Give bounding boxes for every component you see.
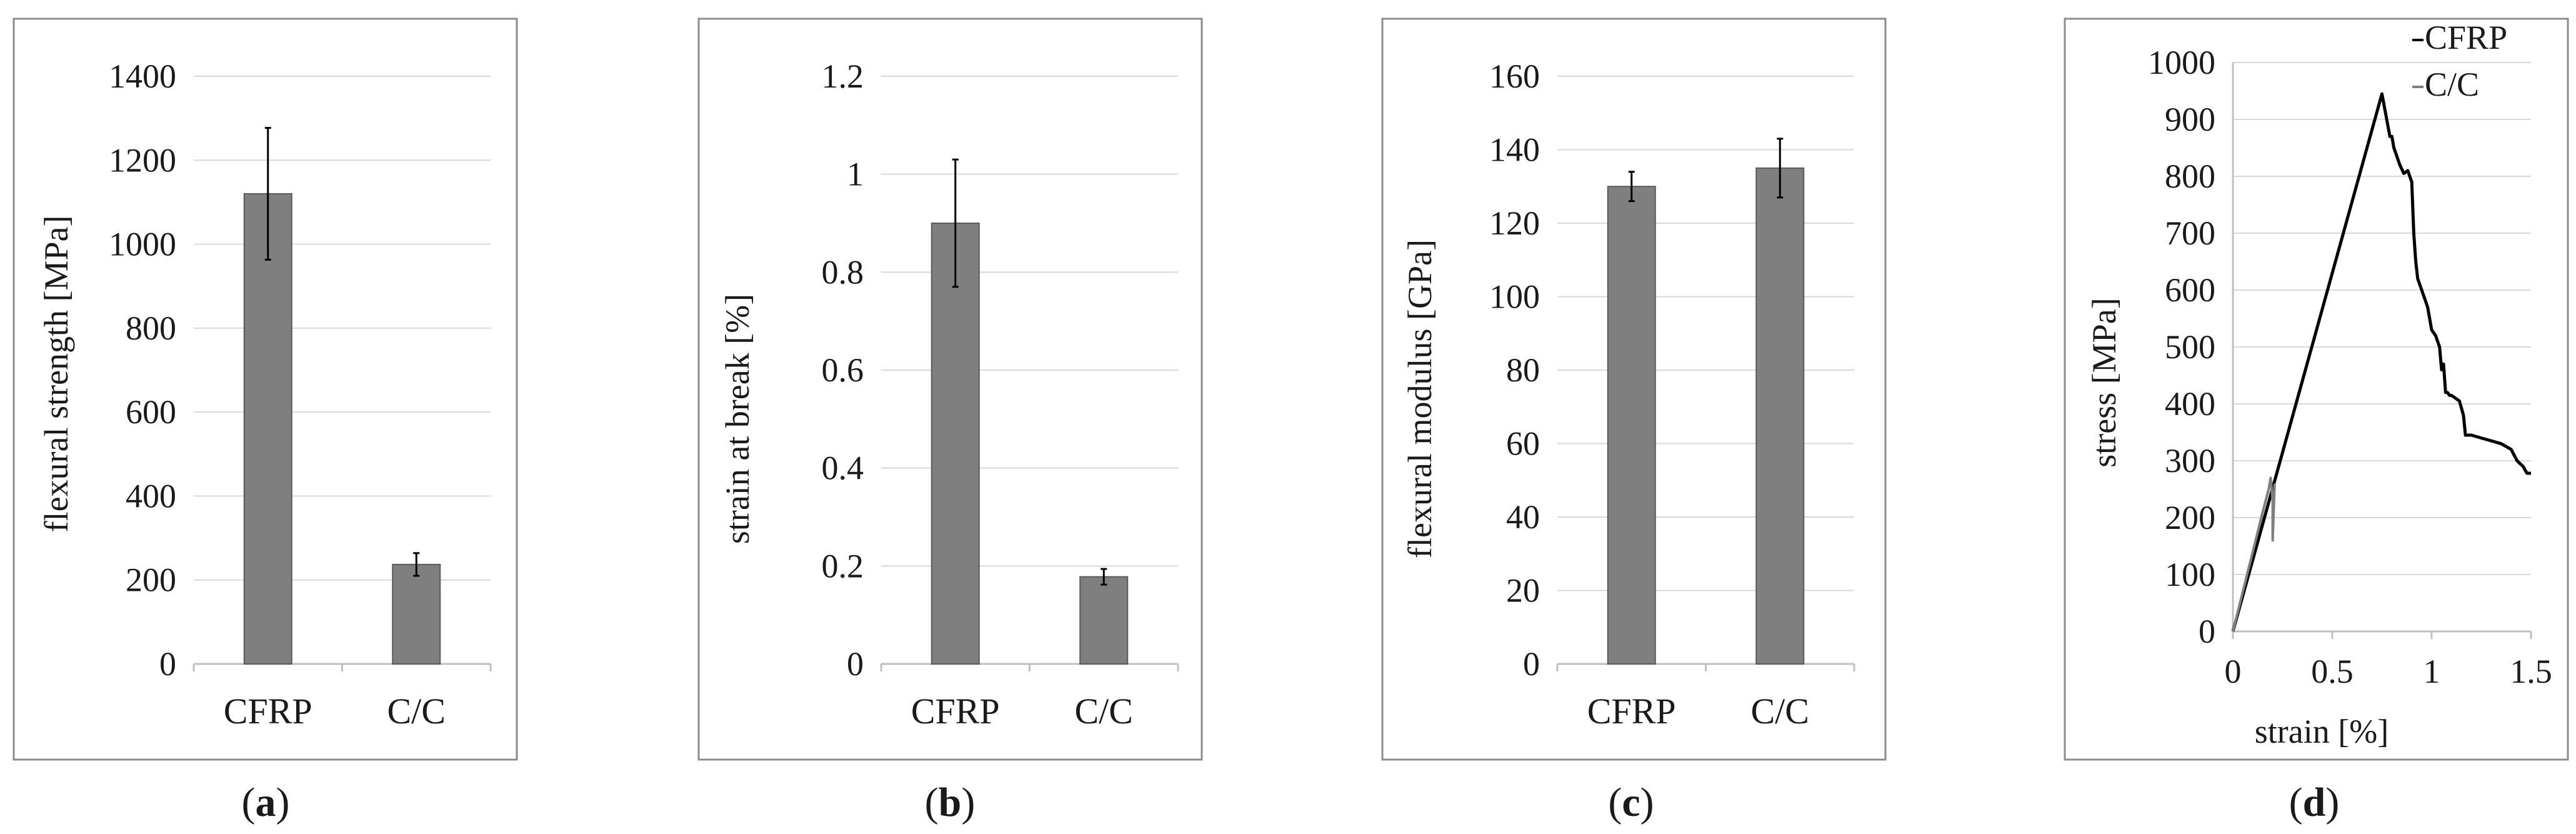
panel-a-y-axis-title: flexural strength [MPa] xyxy=(37,216,75,533)
panel-d-y-axis-title: stress [MPa] xyxy=(2085,298,2123,467)
panel-d-y-tick-label: 200 xyxy=(2165,499,2215,536)
panel-c-y-tick-label: 80 xyxy=(1506,351,1540,389)
panel-c-y-tick-label: 20 xyxy=(1506,572,1540,610)
panel-b-y-tick-label: 0 xyxy=(847,645,864,683)
panel-d-stress-strain: 0 100 200 300 400 500 600 700 800 900 1000 0 0.5 1 1.… xyxy=(2064,18,2569,825)
panel-d-x-tick-label: 1.5 xyxy=(2510,653,2552,690)
panel-c-category-labels: CFRP C/C xyxy=(1587,691,1809,731)
panel-b-y-tick-label: 0.8 xyxy=(822,253,864,291)
panel-d-y-tick-label: 400 xyxy=(2165,385,2215,423)
panel-c-y-axis-title: flexural modulus [GPa] xyxy=(1401,239,1439,558)
panel-b-y-tick-label: 0.4 xyxy=(822,450,864,487)
panel-d-label: (d) xyxy=(2289,780,2340,825)
panel-b-y-tick-labels: 0 0.2 0.4 0.6 0.8 1 1.2 xyxy=(822,58,864,683)
panel-a-bar-cfrp xyxy=(243,193,292,665)
panel-d-letter: d xyxy=(2303,780,2326,825)
panel-b-category-label: CFRP xyxy=(911,691,1000,731)
panel-a-flexural-strength: 0 200 400 600 800 1000 1200 1400 CFRP C/C flexur… xyxy=(12,18,518,825)
panel-c-y-tick-labels: 0 20 40 60 80 100 120 140 160 xyxy=(1489,58,1540,683)
panel-c-label: (c) xyxy=(1608,780,1654,825)
panel-a-letter: a xyxy=(256,780,276,825)
panel-a-y-tick-label: 1000 xyxy=(109,226,176,263)
panel-b-y-axis-title: strain at break [%] xyxy=(719,294,756,544)
panel-a-y-tick-label: 200 xyxy=(126,561,176,599)
panel-d-y-tick-label: 800 xyxy=(2165,158,2215,195)
panel-d-legend-label-cc: C/C xyxy=(2425,66,2479,103)
panel-b-letter: b xyxy=(939,780,962,825)
panel-a-gridlines xyxy=(192,76,492,671)
panel-d-y-tick-label: 300 xyxy=(2165,442,2215,480)
panel-d-x-axis-title: strain [%] xyxy=(2255,713,2389,750)
panel-b-y-tick-label: 0.2 xyxy=(822,547,864,585)
panel-c-y-tick-label: 0 xyxy=(1523,645,1540,683)
panel-a-y-tick-label: 600 xyxy=(126,393,176,431)
panel-b-bar-cc xyxy=(1079,576,1129,665)
panel-b-y-tick-label: 1 xyxy=(847,156,864,193)
panel-c-y-tick-label: 40 xyxy=(1506,498,1540,536)
panel-a-category-label: CFRP xyxy=(224,691,312,731)
panel-a-y-tick-label: 1200 xyxy=(109,141,176,179)
panel-a-bar-cc xyxy=(392,563,441,665)
panel-d-legend-label-cfrp: CFRP xyxy=(2425,19,2507,56)
panel-c-letter: c xyxy=(1622,780,1640,825)
panel-c-y-tick-label: 140 xyxy=(1489,131,1540,169)
panel-b-y-tick-label: 1.2 xyxy=(822,58,864,95)
panel-c-category-label: CFRP xyxy=(1587,691,1676,731)
panel-d-x-tick-labels: 0 0.5 1 1.5 xyxy=(2225,653,2552,690)
panel-d-x-tick-label: 1 xyxy=(2424,653,2440,690)
panel-d-y-tick-label: 500 xyxy=(2165,328,2215,366)
panel-d-frame xyxy=(2064,18,2569,761)
panel-c-error-bars xyxy=(1628,138,1784,203)
panel-d-x-tick-label: 0.5 xyxy=(2311,653,2354,690)
panel-a-error-bars xyxy=(264,127,420,577)
panel-b-error-bars xyxy=(952,158,1107,586)
panel-d-y-tick-label: 900 xyxy=(2165,101,2215,138)
panel-d-y-tick-label: 600 xyxy=(2165,271,2215,309)
panel-d-gridlines xyxy=(2233,62,2531,632)
panel-b-gridlines xyxy=(880,76,1179,671)
panel-d-y-tick-label: 100 xyxy=(2165,556,2215,593)
panel-d-series-cc xyxy=(2232,476,2276,632)
panel-a-y-tick-label: 400 xyxy=(126,477,176,515)
panel-a-label: (a) xyxy=(242,780,290,825)
panel-c-y-tick-label: 60 xyxy=(1506,425,1540,463)
panel-d-y-tick-label: 1000 xyxy=(2148,44,2215,81)
panel-b-label: (b) xyxy=(925,780,976,825)
panel-d-legend: CFRP C/C xyxy=(2412,19,2507,103)
panel-a-category-labels: CFRP C/C xyxy=(224,691,446,731)
panel-d-x-tick-label: 0 xyxy=(2225,653,2242,690)
panel-c-y-tick-label: 100 xyxy=(1489,278,1540,316)
panel-c-gridlines xyxy=(1556,76,1855,671)
panel-b-bar-cfrp xyxy=(931,223,980,665)
panel-b-strain-at-break: 0 0.2 0.4 0.6 0.8 1 1.2 CFRP C/C strain at brea… xyxy=(697,18,1203,825)
panel-d-series-lines xyxy=(2231,92,2531,632)
panel-b-category-labels: CFRP C/C xyxy=(911,691,1133,731)
panel-c-y-tick-label: 120 xyxy=(1489,204,1540,242)
panel-a-category-label: C/C xyxy=(387,691,446,731)
panel-a-y-tick-labels: 0 200 400 600 800 1000 1200 1400 xyxy=(109,58,176,683)
panel-c-bar-cfrp xyxy=(1607,186,1656,665)
panel-a-y-tick-label: 800 xyxy=(126,309,176,347)
panel-d-y-tick-label: 700 xyxy=(2165,214,2215,252)
panel-b-y-tick-label: 0.6 xyxy=(822,351,864,389)
panel-d-axes xyxy=(2232,63,2532,639)
panel-c-bar-cc xyxy=(1755,167,1805,665)
panel-a-bars xyxy=(243,193,441,665)
panel-a-y-tick-label: 0 xyxy=(159,645,176,683)
panel-c-y-tick-label: 160 xyxy=(1489,58,1540,95)
panel-c-bars xyxy=(1607,167,1805,665)
panel-d-series-cfrp xyxy=(2231,92,2531,632)
panel-d-y-tick-labels: 0 100 200 300 400 500 600 700 800 900 1000 xyxy=(2148,44,2215,650)
panel-d-y-tick-label: 0 xyxy=(2199,613,2215,650)
panel-b-category-label: C/C xyxy=(1075,691,1134,731)
panel-c-flexural-modulus: 0 20 40 60 80 100 120 140 160 CFRP C/C flexural m… xyxy=(1381,18,1887,825)
panel-a-y-tick-label: 1400 xyxy=(109,58,176,95)
panel-c-category-label: C/C xyxy=(1751,691,1810,731)
panel-b-bars xyxy=(931,223,1129,665)
